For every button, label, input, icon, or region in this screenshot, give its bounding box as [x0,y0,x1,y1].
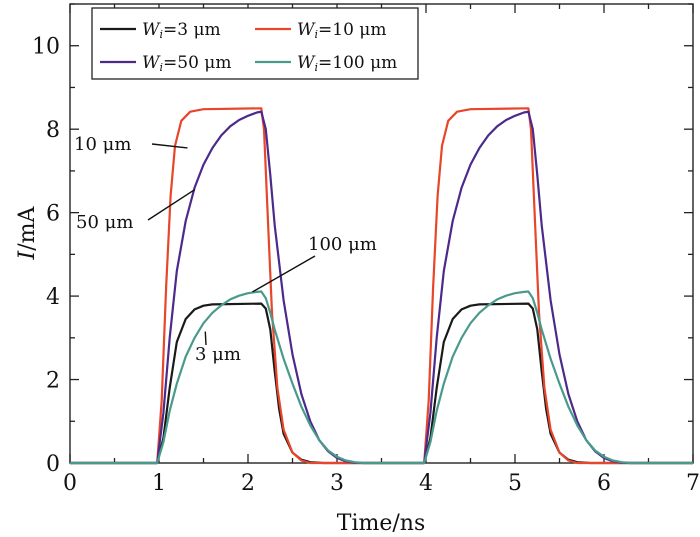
legend-label-2: Wi=50 μm [142,53,231,74]
annotation-leader-2 [252,255,316,293]
y-tick-label-0: 0 [46,452,60,477]
x-axis-title: Time/ns [337,511,425,536]
legend-box [91,7,419,80]
legend-label-3: Wi=100 μm [297,53,397,74]
y-tick-label-1: 2 [46,369,60,394]
x-tick-label-1: 1 [152,471,166,496]
x-tick-label-7: 7 [686,471,700,496]
series-line-3 [70,290,693,465]
series-line-2 [70,110,693,465]
x-tick-label-0: 0 [63,471,77,496]
x-tick-label-6: 6 [597,471,611,496]
y-axis-title: I/mA [15,205,40,260]
legend-label-1: Wi=10 μm [297,20,386,41]
axis-tick-labels: 0 1 2 3 4 5 6 7 0 2 4 6 8 10 [32,35,700,496]
annotation-label-2: 100 μm [308,234,377,255]
legend: Wi=3 μm Wi=10 μm Wi=50 μm Wi=100 μm [91,7,419,80]
annotation-label-0: 10 μm [74,134,131,155]
annotation-leader-0 [151,143,188,149]
x-tick-label-3: 3 [330,471,344,496]
annotation-label-1: 50 μm [76,212,133,233]
y-axis-title-unit: /mA [15,205,40,250]
y-tick-label-5: 10 [32,35,60,60]
legend-label-0: Wi=3 μm [142,20,221,41]
x-tick-label-2: 2 [241,471,255,496]
y-tick-label-2: 4 [46,285,60,310]
x-tick-label-5: 5 [508,471,522,496]
series-group [70,107,693,465]
annotation-leader-3 [204,331,207,346]
annotations: 10 μm 50 μm 100 μm 3 μm [74,134,377,365]
x-tick-label-4: 4 [419,471,433,496]
y-axis-title-var: I [15,249,40,260]
annotation-label-3: 3 μm [195,344,241,365]
y-tick-label-4: 8 [46,118,60,143]
y-tick-label-3: 6 [46,202,60,227]
annotation-leader-1 [147,189,195,221]
